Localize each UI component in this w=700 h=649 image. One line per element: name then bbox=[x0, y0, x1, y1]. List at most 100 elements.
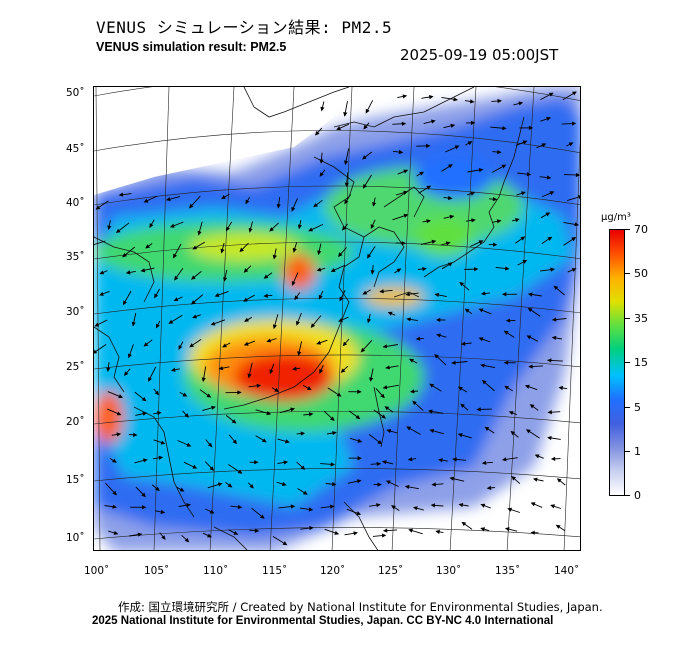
wind-arrow-head bbox=[515, 217, 520, 223]
wind-arrow-head bbox=[362, 290, 368, 295]
wind-arrow-head bbox=[316, 267, 322, 272]
wind-arrow-head bbox=[502, 126, 507, 131]
wind-arrow-head bbox=[244, 317, 249, 322]
wind-arrow-head bbox=[447, 195, 453, 201]
wind-arrow-head bbox=[266, 338, 272, 343]
wind-arrow-head bbox=[209, 509, 215, 514]
wind-arrow-head bbox=[118, 394, 124, 399]
wind-arrow-head bbox=[429, 429, 435, 434]
pm25-field bbox=[94, 87, 580, 550]
wind-arrow-head bbox=[382, 344, 388, 349]
wind-arrow-head bbox=[480, 291, 486, 296]
wind-arrow-head bbox=[269, 227, 274, 232]
wind-arrow-head bbox=[369, 377, 374, 382]
wind-arrow-head bbox=[186, 503, 191, 508]
wind-arrow-head bbox=[438, 458, 443, 463]
wind-arrow-head bbox=[457, 386, 463, 391]
wind-arrow-head bbox=[435, 529, 440, 534]
lat-label-45: 45˚ bbox=[66, 143, 85, 155]
wind-arrow-head bbox=[528, 125, 534, 131]
wind-arrow-head bbox=[201, 377, 206, 383]
wind-arrow-head bbox=[99, 291, 104, 296]
wind-arrow-head bbox=[528, 364, 533, 369]
wind-arrow-head bbox=[142, 458, 148, 463]
wind-arrow-head bbox=[341, 225, 347, 231]
wind-arrow-head bbox=[555, 524, 561, 529]
wind-arrow-head bbox=[317, 250, 322, 256]
wind-arrow-head bbox=[237, 504, 243, 510]
wind-arrow-head bbox=[396, 268, 402, 273]
wind-arrow-head bbox=[450, 123, 456, 128]
wind-arrow-head bbox=[549, 191, 555, 196]
wind-arrow-head bbox=[247, 373, 252, 379]
wind-arrow-head bbox=[309, 526, 314, 531]
wind-arrow-head bbox=[143, 342, 149, 347]
wind-arrow-head bbox=[376, 461, 382, 467]
wind-arrow-head bbox=[357, 456, 362, 461]
wind-arrow-head bbox=[320, 106, 325, 112]
wind-arrow-head bbox=[478, 167, 484, 173]
wind-arrow-head bbox=[382, 385, 388, 390]
wind-arrow-head bbox=[571, 237, 577, 242]
wind-arrow-head bbox=[376, 503, 381, 508]
wind-arrow-head bbox=[480, 363, 485, 368]
wind-arrow-head bbox=[547, 410, 552, 415]
lat-label-30: 30˚ bbox=[66, 306, 85, 318]
wind-arrow-head bbox=[522, 140, 528, 145]
wind-arrow-head bbox=[459, 281, 465, 287]
wind-arrow-head bbox=[529, 404, 535, 409]
wind-arrow-head bbox=[547, 236, 553, 241]
wind-arrow-head bbox=[342, 341, 348, 347]
wind-arrow-head bbox=[207, 533, 212, 538]
wind-arrow-head bbox=[428, 409, 433, 414]
wind-arrow-head bbox=[467, 141, 473, 146]
colorbar-tick bbox=[625, 451, 630, 452]
wind-arrow-head bbox=[372, 202, 377, 207]
wind-arrow-head bbox=[318, 294, 323, 300]
wind-arrow-head bbox=[314, 130, 320, 136]
wind-arrow-head bbox=[330, 462, 336, 467]
wind-arrow-head bbox=[510, 430, 516, 436]
wind-arrow-head bbox=[161, 535, 166, 540]
wind-arrow-head bbox=[403, 213, 409, 218]
wind-arrow-head bbox=[155, 486, 160, 492]
wind-arrow-head bbox=[553, 285, 559, 291]
lat-label-50: 50˚ bbox=[66, 87, 85, 99]
wind-arrow-head bbox=[141, 492, 146, 498]
wind-arrow-head bbox=[461, 521, 467, 527]
wind-arrow-head bbox=[412, 400, 417, 406]
wind-arrow-head bbox=[496, 219, 502, 224]
wind-arrow-head bbox=[521, 191, 526, 196]
wind-arrow-head bbox=[518, 101, 524, 106]
colorbar-tick bbox=[625, 495, 630, 496]
wind-arrow-head bbox=[355, 414, 361, 420]
wind-arrow-head bbox=[137, 532, 143, 537]
lat-label-25: 25˚ bbox=[66, 361, 85, 373]
wind-arrow-head bbox=[426, 143, 431, 149]
wind-arrow-head bbox=[141, 505, 147, 510]
wind-arrow-head bbox=[256, 383, 262, 388]
colorbar-tick bbox=[625, 318, 630, 319]
wind-arrow-head bbox=[332, 431, 337, 436]
wind-arrow-head bbox=[123, 371, 129, 376]
wind-arrow-head bbox=[313, 202, 319, 208]
wind-arrow-head bbox=[480, 503, 486, 508]
wind-arrow-head bbox=[206, 393, 212, 398]
pm25-map bbox=[93, 86, 581, 551]
wind-arrow-head bbox=[476, 407, 481, 412]
wind-arrow-head bbox=[508, 411, 514, 416]
wind-arrow-head bbox=[501, 164, 507, 169]
wind-arrow-head bbox=[334, 530, 340, 535]
colorbar-label-1: 1 bbox=[634, 445, 641, 458]
wind-arrow-head bbox=[550, 456, 556, 462]
wind-arrow-head bbox=[426, 219, 431, 224]
wind-arrow-head bbox=[534, 454, 540, 459]
wind-arrow-head bbox=[532, 477, 538, 482]
wind-arrow-head bbox=[497, 149, 502, 155]
wind-arrow-head bbox=[451, 360, 456, 365]
wind-arrow-head bbox=[263, 293, 268, 298]
wind-arrow-head bbox=[306, 386, 312, 391]
wind-arrow-head bbox=[282, 541, 288, 546]
wind-arrow-head bbox=[406, 317, 411, 322]
wind-arrow-head bbox=[474, 267, 479, 272]
